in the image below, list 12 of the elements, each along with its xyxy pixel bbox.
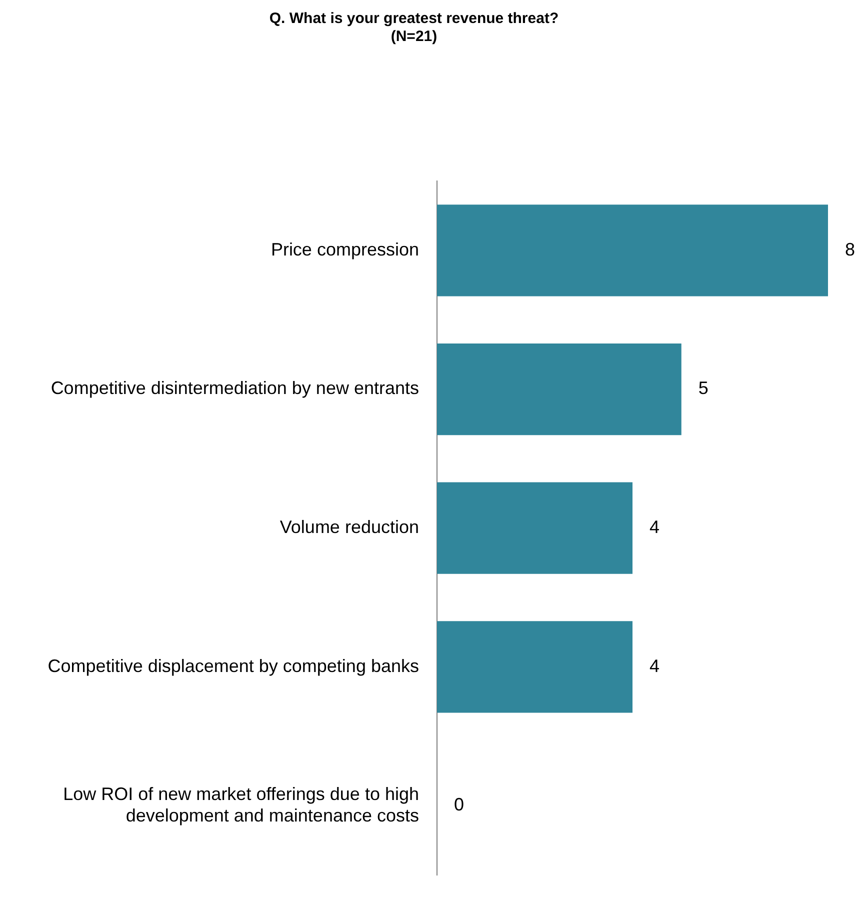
chart-subtitle: (N=21) [390, 28, 438, 46]
y-tick-label: Competitive disintermediation by new entrants [50, 378, 419, 398]
data-label: 5 [698, 378, 708, 398]
data-label: 4 [649, 517, 660, 538]
y-tick-label: Low ROI of new market offerings due to high development and maintenance costs [63, 784, 419, 826]
y-tick-label: Price compression [270, 239, 419, 260]
y-tick-label: Volume reduction [280, 517, 419, 538]
data-label: 4 [649, 656, 660, 676]
data-label: 0 [454, 794, 464, 815]
data-label: 8 [844, 239, 856, 260]
y-tick-label: Competitive displacement by competing banks [48, 656, 419, 676]
chart-title: Q. What is your greatest revenue threat? [269, 10, 559, 28]
